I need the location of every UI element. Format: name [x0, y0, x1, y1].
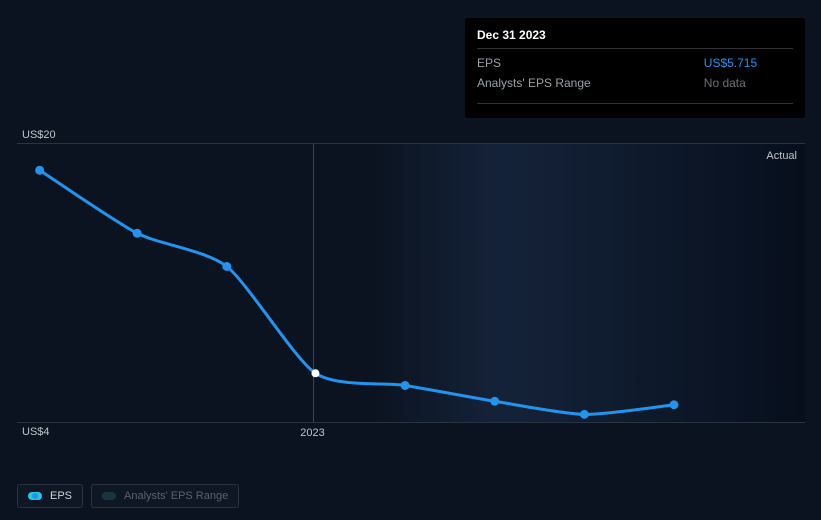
legend-label: Analysts' EPS Range	[124, 490, 228, 502]
legend-item[interactable]: Analysts' EPS Range	[91, 484, 239, 508]
tooltip-row-value: US$5.715	[704, 53, 793, 73]
x-axis-label: 2023	[300, 427, 324, 439]
eps-point[interactable]	[222, 262, 231, 271]
tooltip-row-value: No data	[704, 73, 793, 93]
eps-point[interactable]	[401, 381, 410, 390]
legend-dot-icon	[32, 493, 38, 499]
tooltip-row: EPSUS$5.715	[477, 53, 793, 73]
legend-label: EPS	[50, 490, 72, 502]
tooltip-row: Analysts' EPS RangeNo data	[477, 73, 793, 93]
legend-swatch	[102, 492, 116, 500]
eps-point[interactable]	[311, 369, 319, 377]
eps-line	[40, 170, 674, 414]
legend-dot-icon	[106, 493, 112, 499]
legend-swatch	[28, 492, 42, 500]
chart-plot-area[interactable]: Actual	[17, 143, 805, 423]
tooltip: Dec 31 2023 EPSUS$5.715Analysts' EPS Ran…	[465, 18, 805, 118]
eps-point[interactable]	[35, 166, 44, 175]
tooltip-row-label: Analysts' EPS Range	[477, 73, 704, 93]
tooltip-date: Dec 31 2023	[477, 28, 793, 49]
chart-svg	[17, 144, 805, 424]
eps-point[interactable]	[669, 400, 678, 409]
eps-point[interactable]	[133, 229, 142, 238]
legend-item[interactable]: EPS	[17, 484, 83, 508]
y-axis-label: US$20	[22, 129, 56, 141]
tooltip-row-label: EPS	[477, 53, 704, 73]
tooltip-table: EPSUS$5.715Analysts' EPS RangeNo data	[477, 53, 793, 93]
legend: EPS Analysts' EPS Range	[17, 484, 239, 508]
tooltip-footer-divider	[477, 103, 793, 104]
y-axis-label: US$4	[22, 426, 50, 438]
eps-point[interactable]	[580, 410, 589, 419]
chart-root: { "tooltip": { "x": 465, "y": 18, "w": 3…	[0, 0, 821, 520]
eps-point[interactable]	[490, 397, 499, 406]
